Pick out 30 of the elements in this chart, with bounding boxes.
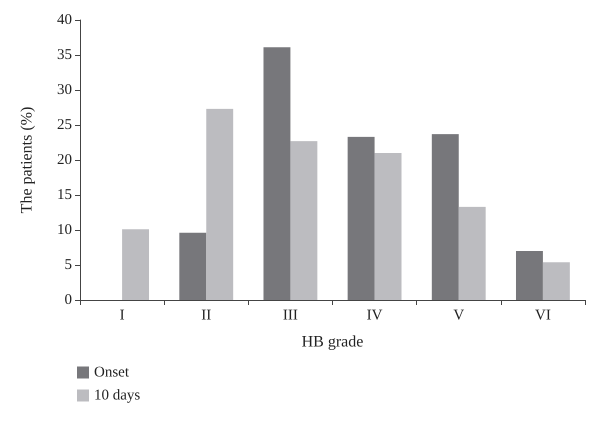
legend-label: 10 days [94,388,140,404]
bar [458,206,486,300]
bar [516,251,543,300]
y-tick-label: 5 [64,257,72,273]
x-tick-label: III [282,308,298,324]
bar [348,136,375,300]
bar [542,262,570,300]
legend-label: Onset [94,364,130,380]
y-tick-label: 0 [64,292,72,308]
y-tick-label: 15 [57,187,72,203]
bar [290,141,318,300]
bar [122,229,150,300]
bar [263,47,290,300]
y-tick-label: 30 [57,82,72,98]
bar [206,108,234,300]
x-axis-title: HB grade [302,334,364,350]
x-tick-label: I [120,308,125,324]
y-axis-title: The patients (%) [18,106,36,214]
bar [374,153,402,300]
y-tick-label: 10 [57,222,72,238]
x-tick-label: VI [535,308,551,324]
y-tick-label: 40 [57,12,72,28]
x-tick-label: II [201,308,212,324]
bar [179,232,206,300]
y-tick-label: 25 [57,117,72,133]
x-tick-label: IV [366,308,383,324]
bar [432,134,459,300]
x-tick-label: V [453,308,464,324]
y-tick-label: 20 [57,152,72,168]
y-tick-label: 35 [57,47,72,63]
